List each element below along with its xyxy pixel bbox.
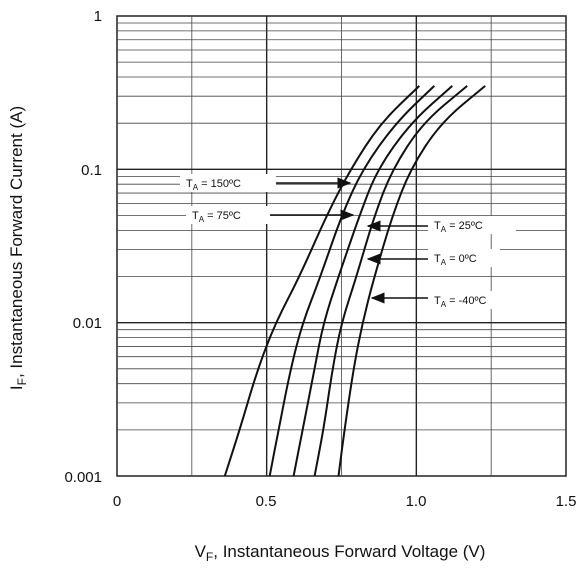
label-tA-minus40: TA = -40ºC <box>428 291 516 309</box>
x-tick-label-2: 1.0 <box>406 493 427 510</box>
svg-text:TA = 25ºC: TA = 25ºC <box>434 220 483 234</box>
label-tA-0: TA = 0ºC <box>428 249 500 267</box>
x-tick-label-1: 0.5 <box>256 493 277 510</box>
svg-text:TA = 0ºC: TA = 0ºC <box>434 253 477 267</box>
curve-25c <box>292 85 453 477</box>
curve-0c <box>313 85 468 477</box>
svg-text:TA = 150ºC: TA = 150ºC <box>186 178 241 192</box>
x-tick-label-3: 1.5 <box>556 493 577 510</box>
curves <box>223 85 486 477</box>
curve-minus40c <box>337 85 486 477</box>
label-tA-150: TA = 150ºC <box>180 174 276 192</box>
y-tick-label-0: 1 <box>94 8 102 25</box>
y-axis-label: IF, Instantaneous Forward Current (A) <box>7 106 29 390</box>
svg-text:TA = -40ºC: TA = -40ºC <box>434 295 487 309</box>
label-tA-75: TA = 75ºC <box>186 206 270 224</box>
curve-150c <box>223 85 420 477</box>
x-axis-label: VF, Instantaneous Forward Voltage (V) <box>195 542 486 564</box>
annotations <box>270 177 428 304</box>
y-tick-label-3: 0.001 <box>64 469 102 486</box>
x-tick-label-0: 0 <box>113 493 121 510</box>
y-tick-label-2: 0.01 <box>73 315 102 332</box>
grid <box>116 15 567 477</box>
y-tick-label-1: 0.1 <box>81 162 102 179</box>
curve-75c <box>268 85 435 477</box>
svg-text:TA = 75ºC: TA = 75ºC <box>192 210 241 224</box>
label-tA-25: TA = 25ºC <box>428 216 516 234</box>
